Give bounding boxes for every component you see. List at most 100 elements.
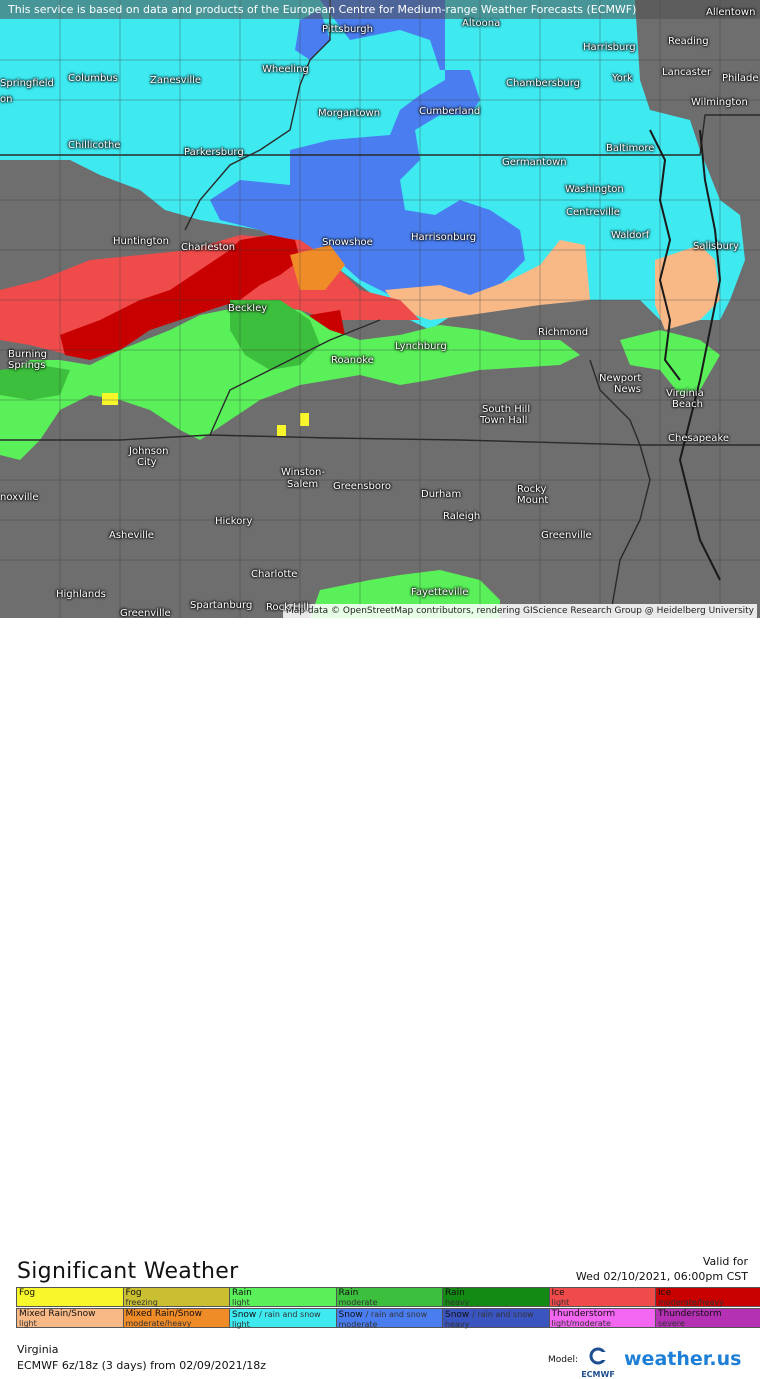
city-label: South Hill	[482, 404, 531, 415]
city-label: Salem	[287, 479, 319, 490]
legend-swatch-sub: moderate/heavy	[125, 1319, 192, 1328]
legend-swatch-label: Fog	[19, 1288, 36, 1298]
city-label: Altoona	[462, 18, 501, 29]
legend-swatch-sub: light/moderate	[551, 1319, 611, 1328]
city-label: on	[0, 94, 13, 105]
city-label: Newport	[599, 373, 642, 384]
city-label: News	[614, 384, 642, 395]
city-label: Durham	[421, 489, 462, 500]
legend-swatch: Fog freezing	[122, 1287, 230, 1307]
legend-swatch: Thunderstorm severe	[655, 1308, 760, 1328]
region-name: Virginia	[17, 1343, 59, 1356]
legend-swatch: Snow / rain and snow heavy	[442, 1308, 550, 1329]
legend-swatch-label: Snow	[445, 1310, 470, 1320]
city-label: Burning	[8, 349, 47, 360]
city-label: Asheville	[109, 530, 154, 541]
fog-cell	[102, 393, 118, 405]
legend-swatch-label: Mixed Rain/Snow	[19, 1309, 96, 1319]
city-label: Roanoke	[331, 355, 374, 366]
city-label: Charleston	[181, 242, 236, 253]
city-label: Town Hall	[480, 415, 528, 426]
city-label: Chesapeake	[668, 433, 730, 444]
city-label: Rock Hill	[266, 602, 309, 613]
city-label: Cumberland	[419, 106, 481, 117]
rain-light-area	[0, 305, 580, 460]
legend-swatch-label: Snow	[232, 1310, 257, 1320]
legend-swatch-sub: / rain and snow	[472, 1310, 534, 1319]
fog-cell-3	[300, 413, 309, 426]
city-label: Harrisonburg	[411, 232, 477, 243]
city-label: Winston-	[281, 467, 325, 478]
city-label: noxville	[0, 492, 39, 503]
legend-swatch: Ice moderate/heavy	[655, 1287, 760, 1307]
weather-map[interactable]	[0, 0, 760, 618]
city-label: Richmond	[538, 327, 589, 338]
city-label: Greenville	[120, 608, 171, 619]
city-label: Greensboro	[333, 481, 391, 492]
city-label: Germantown	[502, 157, 567, 168]
legend-swatch-sub2: light	[232, 1320, 250, 1329]
model-label: Model:	[548, 1355, 579, 1365]
city-label: Mount	[517, 495, 549, 506]
atlantic-coastline	[678, 129, 722, 581]
legend-swatch: Rain moderate	[335, 1287, 443, 1307]
city-label: Columbus	[68, 73, 118, 84]
legend-swatch-label: Thunderstorm	[551, 1309, 616, 1319]
mixed-light-area-2	[655, 245, 720, 330]
legend-swatch: Rain light	[229, 1287, 337, 1307]
city-label: Johnson	[129, 446, 169, 457]
city-label: Greenville	[541, 530, 592, 541]
city-label: Morgantown	[318, 108, 381, 119]
legend-panel: Significant Weather Valid for Wed 02/10/…	[0, 618, 760, 1379]
legend-swatch: Snow / rain and snow moderate	[335, 1308, 443, 1329]
legend-swatch-sub: / rain and snow	[259, 1310, 321, 1319]
valid-label: Valid for	[702, 1255, 748, 1268]
city-label: Reading	[668, 36, 709, 47]
city-label: Springs	[8, 360, 46, 371]
city-label: Wheeling	[262, 64, 309, 75]
city-label: Fayetteville	[411, 587, 469, 598]
model-run: ECMWF 6z/18z (3 days) from 02/09/2021/18…	[17, 1359, 267, 1372]
valid-time-block: Valid for Wed 02/10/2021, 06:00pm CST	[576, 1254, 748, 1284]
city-label: Hickory	[215, 516, 253, 527]
legend-title: Significant Weather	[17, 1259, 239, 1284]
legend-swatch-sub: light	[232, 1298, 250, 1307]
city-label: Waldorf	[611, 230, 650, 241]
legend-swatch-sub: light	[19, 1319, 37, 1328]
legend-swatch: Rain heavy	[442, 1287, 550, 1307]
city-label: Zanesville	[150, 75, 202, 86]
city-label: Chambersburg	[506, 78, 580, 89]
city-label: Washington	[565, 184, 624, 195]
legend-swatch-sub: moderate	[338, 1298, 378, 1307]
legend-swatch: Ice light	[548, 1287, 656, 1307]
city-label: Harrisburg	[583, 42, 636, 53]
city-label: Rocky	[517, 484, 547, 495]
brand-logo[interactable]: weather.us	[624, 1348, 742, 1370]
city-label: Virginia	[666, 388, 704, 399]
legend-swatch-label: Ice	[658, 1288, 672, 1298]
legend-swatch-sub2: heavy	[445, 1320, 470, 1329]
city-label: Raleigh	[443, 511, 481, 522]
legend-swatch-label: Rain	[445, 1288, 465, 1298]
city-label: Springfield	[0, 78, 54, 89]
city-label: Parkersburg	[184, 147, 244, 158]
city-label: Beckley	[228, 303, 268, 314]
legend-swatch: Fog	[16, 1287, 124, 1307]
legend-swatch-sub2: moderate	[338, 1320, 378, 1329]
legend-swatch-sub: severe	[658, 1319, 685, 1328]
city-label: Chillicothe	[68, 140, 121, 151]
city-label: Huntington	[113, 236, 169, 247]
legend-swatch: Thunderstorm light/moderate	[548, 1308, 656, 1328]
legend-swatch-label: Rain	[232, 1288, 252, 1298]
map-attribution[interactable]: Map data © OpenStreetMap contributors, r…	[283, 604, 757, 618]
fog-cell-2	[277, 425, 286, 436]
legend-swatch-sub: freezing	[125, 1298, 158, 1307]
legend-swatch-sub: / rain and snow	[365, 1310, 428, 1319]
city-label: Baltimore	[606, 143, 655, 154]
city-label: Wilmington	[691, 97, 748, 108]
legend-swatch-label: Snow	[338, 1310, 363, 1320]
chesapeake-bay	[649, 129, 681, 381]
city-label: Pittsburgh	[322, 24, 373, 35]
legend-swatch: Snow / rain and snow light	[229, 1308, 337, 1329]
city-label: Highlands	[56, 589, 106, 600]
